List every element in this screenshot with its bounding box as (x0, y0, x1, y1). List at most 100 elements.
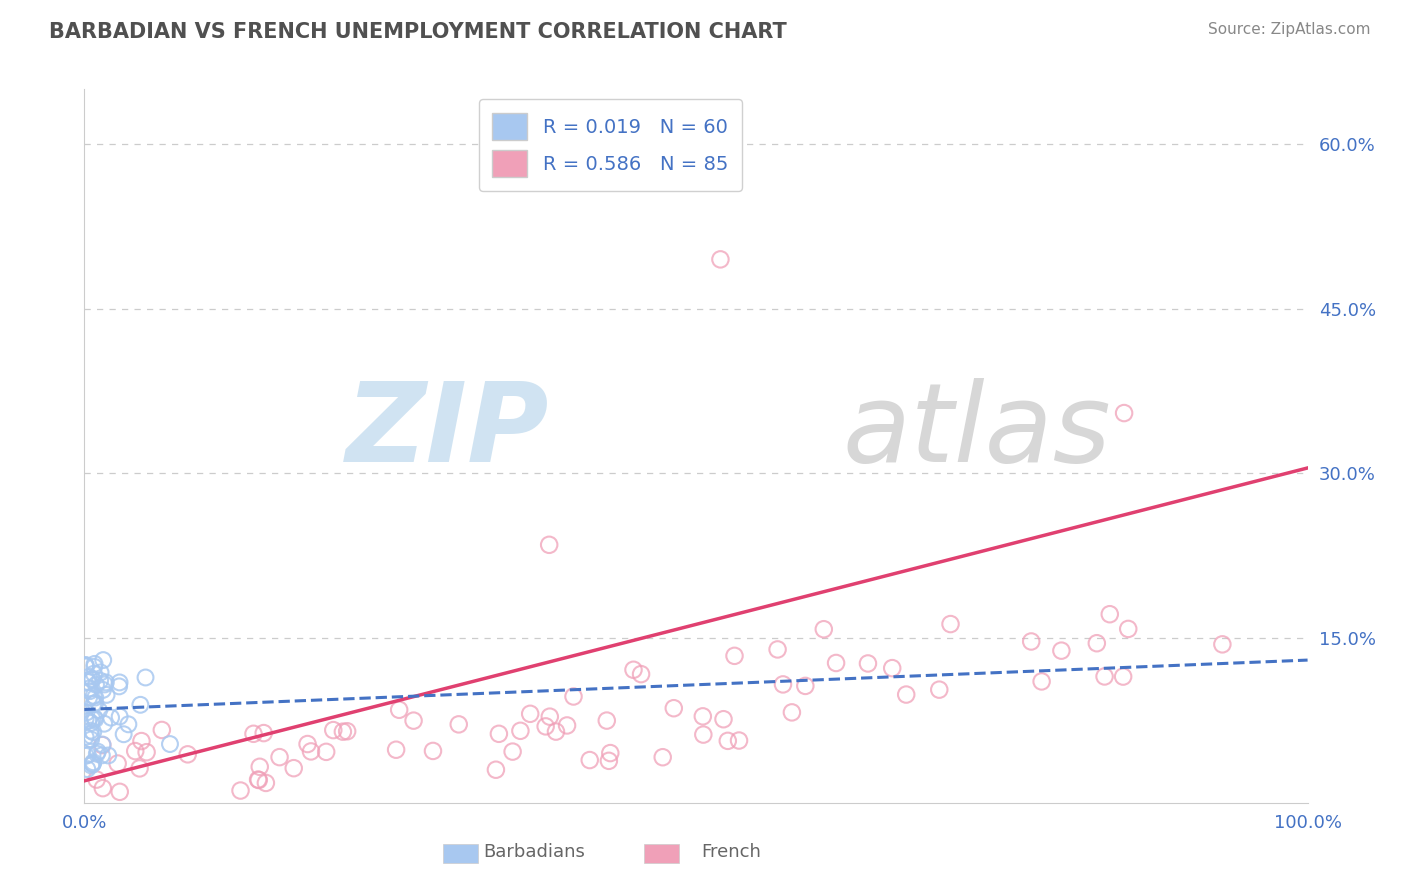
Point (717, 734, 740, 748)
Point (83, 711, 105, 725)
Point (728, 733, 751, 747)
Point (75, 712, 97, 726)
Point (538, 538, 561, 552)
Point (856, 657, 879, 671)
Point (766, 642, 789, 657)
Point (108, 679, 131, 693)
Point (249, 760, 271, 774)
Point (135, 745, 157, 759)
Point (84, 690, 107, 705)
Point (84, 678, 107, 692)
Point (75, 748, 97, 763)
Point (108, 785, 131, 799)
Point (896, 688, 918, 702)
Point (75, 706, 97, 720)
Point (538, 709, 561, 723)
Point (76, 762, 98, 776)
Point (939, 617, 962, 632)
Point (247, 772, 270, 787)
Point (83, 666, 105, 681)
Point (93, 716, 115, 731)
Point (578, 753, 600, 767)
Point (124, 744, 146, 758)
Point (247, 772, 270, 787)
Point (83, 689, 105, 703)
Point (283, 761, 305, 775)
Point (709, 252, 731, 267)
Point (297, 737, 319, 751)
Point (77, 747, 100, 762)
Point (82, 697, 104, 711)
Point (229, 783, 252, 797)
Point (76, 675, 98, 690)
Point (93, 677, 115, 691)
Point (108, 709, 131, 723)
Point (91, 738, 114, 752)
Point (91, 781, 114, 796)
Point (544, 724, 567, 739)
Point (135, 671, 157, 685)
Point (91, 653, 114, 667)
Point (82, 756, 104, 770)
Point (713, 712, 735, 726)
Text: Source: ZipAtlas.com: Source: ZipAtlas.com (1208, 22, 1371, 37)
Point (780, 706, 803, 720)
Point (388, 703, 411, 717)
Point (630, 667, 652, 681)
Point (1114, 406, 1136, 420)
Point (82, 725, 104, 739)
Point (117, 717, 139, 731)
Point (96, 688, 118, 702)
Point (177, 747, 200, 762)
Point (488, 727, 510, 741)
Point (1116, 622, 1139, 636)
Point (84, 696, 107, 710)
Point (623, 663, 645, 677)
Point (598, 754, 620, 768)
Text: Barbadians: Barbadians (484, 843, 585, 861)
Point (80, 715, 103, 730)
Point (75, 657, 97, 672)
Point (928, 682, 950, 697)
Point (80, 732, 103, 747)
Point (485, 763, 508, 777)
Point (1085, 636, 1108, 650)
Point (651, 750, 673, 764)
Point (94, 675, 117, 690)
Point (128, 761, 150, 775)
Point (509, 723, 531, 738)
Point (83, 659, 105, 673)
Point (596, 714, 619, 728)
Point (91, 738, 114, 752)
Point (447, 717, 470, 731)
Point (534, 719, 557, 733)
Point (1019, 634, 1042, 648)
Point (1112, 670, 1135, 684)
Point (79, 684, 101, 698)
Point (75, 659, 97, 673)
Point (269, 750, 291, 764)
Point (385, 743, 408, 757)
Point (402, 714, 425, 728)
Point (772, 677, 794, 691)
Point (89, 673, 111, 688)
Point (131, 734, 153, 748)
Point (150, 723, 173, 737)
Text: atlas: atlas (842, 378, 1111, 485)
Point (82, 712, 104, 726)
Point (75, 658, 97, 673)
Point (882, 661, 904, 675)
Point (77, 714, 100, 728)
Point (82, 673, 104, 687)
Point (86, 747, 108, 761)
Point (107, 756, 129, 771)
Point (80, 729, 103, 743)
Point (253, 726, 276, 740)
Point (1098, 607, 1121, 622)
Point (332, 724, 354, 739)
Point (1211, 637, 1233, 651)
Point (129, 698, 152, 712)
Point (80, 758, 103, 772)
Point (1094, 669, 1116, 683)
Point (1050, 643, 1073, 657)
